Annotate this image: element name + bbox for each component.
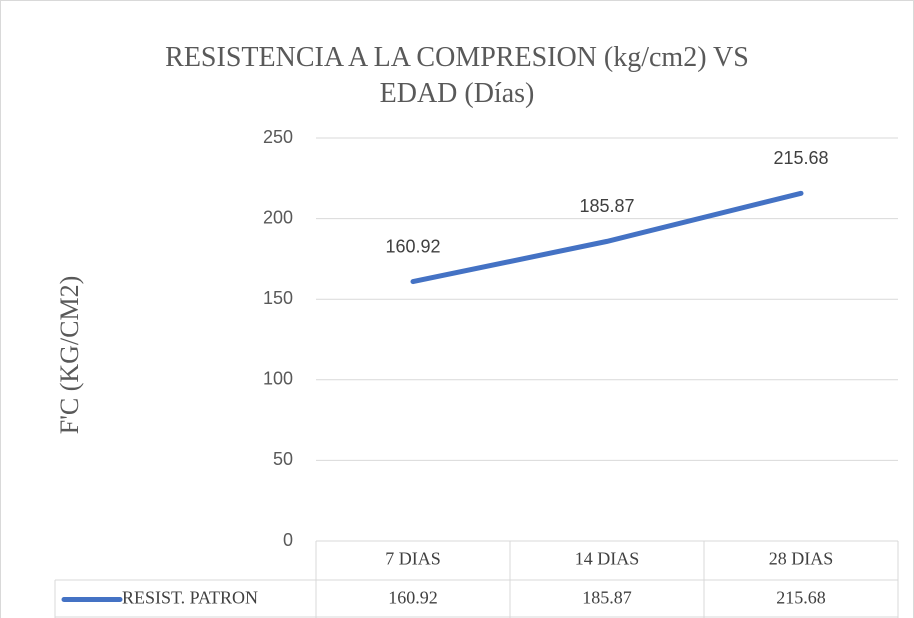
y-tick-label: 100	[263, 369, 293, 389]
y-axis-label: F'C (KG/CM2)	[55, 276, 84, 435]
chart-title: RESISTENCIA A LA COMPRESION (kg/cm2) VS …	[165, 42, 749, 109]
y-tick-label: 200	[263, 207, 293, 227]
data-label: 160.92	[385, 236, 440, 256]
data-label: 185.87	[579, 196, 634, 216]
x-tick-label: 7 DIAS	[385, 549, 441, 569]
data-label: 215.68	[773, 148, 828, 168]
series-line	[410, 190, 804, 285]
x-tick-label: 28 DIAS	[769, 549, 834, 569]
table-value: 160.92	[388, 588, 438, 608]
x-tick-label: 14 DIAS	[575, 549, 640, 569]
y-tick-label: 250	[263, 127, 293, 147]
y-tick-label: 0	[283, 530, 293, 550]
y-tick-label: 150	[263, 288, 293, 308]
table-value: 185.87	[582, 588, 632, 608]
legend-label: RESIST. PATRON	[122, 588, 258, 608]
table-value: 215.68	[776, 588, 826, 608]
y-tick-label: 50	[273, 449, 293, 469]
